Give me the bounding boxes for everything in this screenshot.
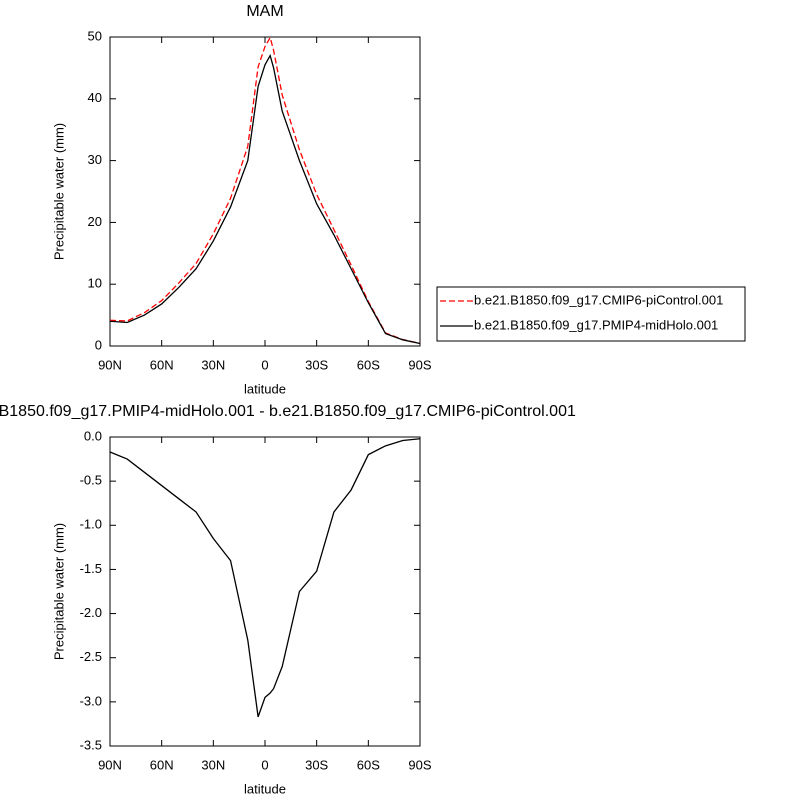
x-tick-label: 0 bbox=[261, 357, 268, 372]
line-series bbox=[109, 35, 421, 345]
x-tick-label: 60N bbox=[150, 757, 174, 772]
y-tick-label: -0.5 bbox=[80, 473, 102, 488]
x-tick-label: 90S bbox=[408, 357, 431, 372]
x-tick-label: 90S bbox=[408, 757, 431, 772]
y-tick-label: -3.0 bbox=[80, 693, 102, 708]
x-axis-label: latitude bbox=[244, 381, 286, 396]
plot-frame bbox=[109, 436, 421, 747]
y-tick-label: -3.5 bbox=[80, 737, 102, 752]
y-tick-label: 40 bbox=[88, 90, 102, 105]
y-tick-label: 10 bbox=[88, 276, 102, 291]
y-tick-label: -2.5 bbox=[80, 649, 102, 664]
y-tick-label: 50 bbox=[88, 28, 102, 43]
x-tick-label: 90N bbox=[98, 757, 122, 772]
y-axis-label: Precipitable water (mm) bbox=[51, 523, 66, 660]
y-tick-label: -2.0 bbox=[80, 605, 102, 620]
y-tick-label: 30 bbox=[88, 152, 102, 167]
y-tick-label: 20 bbox=[88, 214, 102, 229]
x-tick-label: 0 bbox=[261, 757, 268, 772]
chart-title: b.e21.B1850.f09_g17.PMIP4-midHolo.001 - … bbox=[0, 403, 576, 420]
y-axis-label: Precipitable water (mm) bbox=[51, 123, 66, 260]
x-tick-label: 30S bbox=[305, 357, 328, 372]
x-tick-label: 30N bbox=[201, 357, 225, 372]
x-tick-label: 30N bbox=[201, 757, 225, 772]
x-tick-label: 60S bbox=[357, 357, 380, 372]
x-tick-label: 60N bbox=[150, 357, 174, 372]
x-tick-label: 60S bbox=[357, 757, 380, 772]
y-tick-label: -1.5 bbox=[80, 561, 102, 576]
x-tick-label: 90N bbox=[98, 357, 122, 372]
y-tick-label: 0 bbox=[95, 337, 102, 352]
y-tick-label: -1.0 bbox=[80, 517, 102, 532]
line-series bbox=[109, 438, 421, 718]
legend-label: b.e21.B1850.f09_g17.CMIP6-piControl.001 bbox=[474, 292, 723, 307]
line-series bbox=[109, 53, 421, 345]
legend-label: b.e21.B1850.f09_g17.PMIP4-midHolo.001 bbox=[474, 317, 718, 332]
legend-box bbox=[436, 286, 746, 342]
x-tick-label: 30S bbox=[305, 757, 328, 772]
chart-title: MAM bbox=[246, 3, 283, 20]
plot-frame bbox=[109, 36, 421, 347]
y-tick-label: 0.0 bbox=[84, 428, 102, 443]
x-axis-label: latitude bbox=[244, 781, 286, 796]
